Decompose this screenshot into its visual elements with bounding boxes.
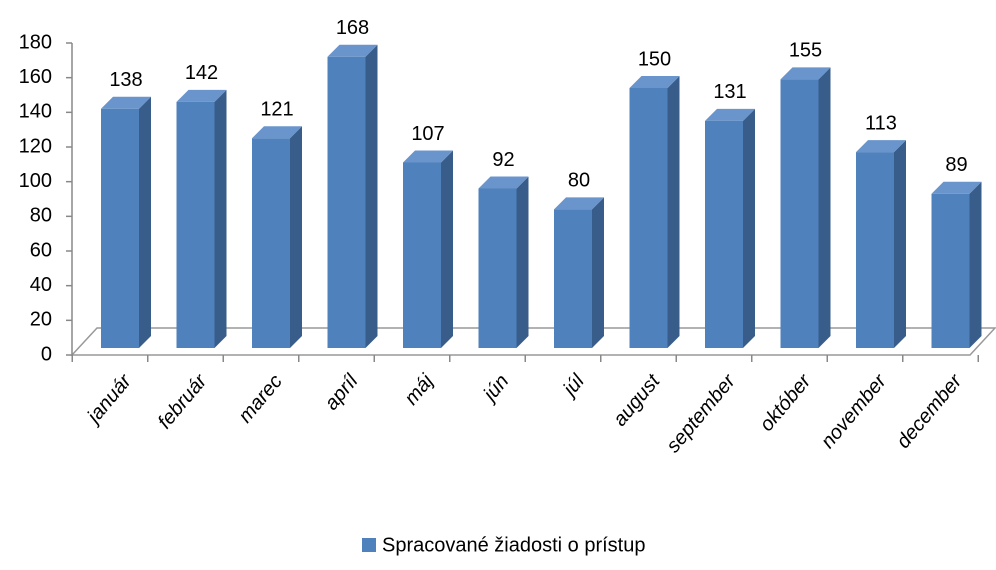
data-label: 113 — [865, 112, 897, 134]
bar-side — [969, 181, 982, 348]
bar-front — [327, 56, 366, 349]
bar-top — [705, 108, 755, 121]
bar-side — [214, 89, 227, 348]
data-label: 168 — [336, 17, 369, 39]
bar — [856, 140, 906, 348]
x-tick-label: december — [892, 369, 967, 452]
y-tick-label: 40 — [30, 274, 52, 296]
x-tick-label: júl — [557, 370, 589, 402]
bar-front — [856, 152, 894, 348]
bar-side — [592, 197, 604, 348]
y-tick-label: 100 — [19, 170, 52, 192]
bar-side — [516, 176, 529, 348]
data-label: 150 — [638, 48, 671, 70]
data-label: 121 — [260, 99, 293, 121]
bar-front — [176, 101, 215, 348]
y-tick-label: 60 — [30, 239, 52, 261]
data-label: 142 — [185, 62, 218, 84]
bar-top — [780, 67, 831, 80]
data-label: 138 — [109, 69, 142, 91]
bar-front — [554, 209, 592, 348]
bar — [327, 44, 378, 349]
y-tick-label: 140 — [19, 101, 52, 123]
floor — [70, 327, 996, 356]
bar-side — [290, 126, 302, 349]
bar-top — [931, 181, 982, 194]
bar-top — [252, 126, 302, 139]
x-tick-label: január — [81, 369, 136, 429]
x-tick-label: september — [662, 369, 740, 457]
x-tick-label: jún — [477, 370, 513, 407]
data-label: 155 — [789, 40, 822, 62]
bar-top — [403, 150, 453, 163]
bar — [101, 96, 151, 348]
bar-top — [327, 44, 378, 57]
bar-side — [894, 140, 906, 348]
bar — [629, 76, 680, 348]
x-tick-label: august — [609, 369, 665, 430]
bar-top — [101, 96, 151, 109]
y-tick-label: 20 — [30, 309, 52, 331]
bar-front — [780, 79, 819, 348]
y-tick-label: 0 — [41, 343, 52, 365]
x-tick-label: november — [817, 369, 892, 452]
bar-front — [101, 108, 139, 348]
x-tick-label: apríl — [321, 370, 363, 414]
bar-side — [667, 76, 680, 348]
bar — [403, 150, 453, 348]
y-tick-label: 180 — [19, 31, 52, 53]
x-tick-label: marec — [234, 370, 287, 427]
y-tick-label: 80 — [30, 205, 52, 227]
bar-front — [403, 162, 441, 348]
bar-side — [743, 108, 755, 348]
y-tick-label: 160 — [19, 66, 52, 88]
bar-top — [478, 176, 529, 189]
bar-front — [478, 188, 517, 348]
bar-front — [705, 120, 743, 348]
data-label: 92 — [492, 149, 514, 171]
data-label: 89 — [945, 154, 967, 176]
bar-side — [139, 96, 151, 348]
bar-top — [856, 140, 906, 153]
data-label: 131 — [713, 81, 746, 103]
bar-top — [629, 76, 680, 88]
bar — [176, 89, 227, 348]
y-tick-label: 120 — [19, 135, 52, 157]
bar-side — [365, 44, 378, 349]
bar — [554, 197, 604, 348]
bar-front — [931, 193, 970, 348]
bar-side — [441, 150, 453, 348]
bar — [252, 126, 302, 349]
x-tick-label: október — [756, 369, 817, 435]
x-tick-label: február — [154, 369, 212, 433]
data-label: 107 — [411, 123, 444, 145]
bar-side — [818, 67, 831, 348]
legend-label: Spracované žiadosti o prístup — [382, 534, 646, 556]
bar-top — [176, 89, 227, 102]
bar — [705, 108, 755, 348]
data-label: 80 — [568, 170, 590, 192]
bar-front — [252, 138, 290, 348]
bar — [931, 181, 982, 348]
bar — [478, 176, 529, 348]
x-tick-label: máj — [400, 370, 438, 409]
bar-front — [629, 88, 668, 348]
bar — [780, 67, 831, 348]
bar-top — [554, 197, 604, 210]
legend-swatch — [362, 538, 376, 552]
